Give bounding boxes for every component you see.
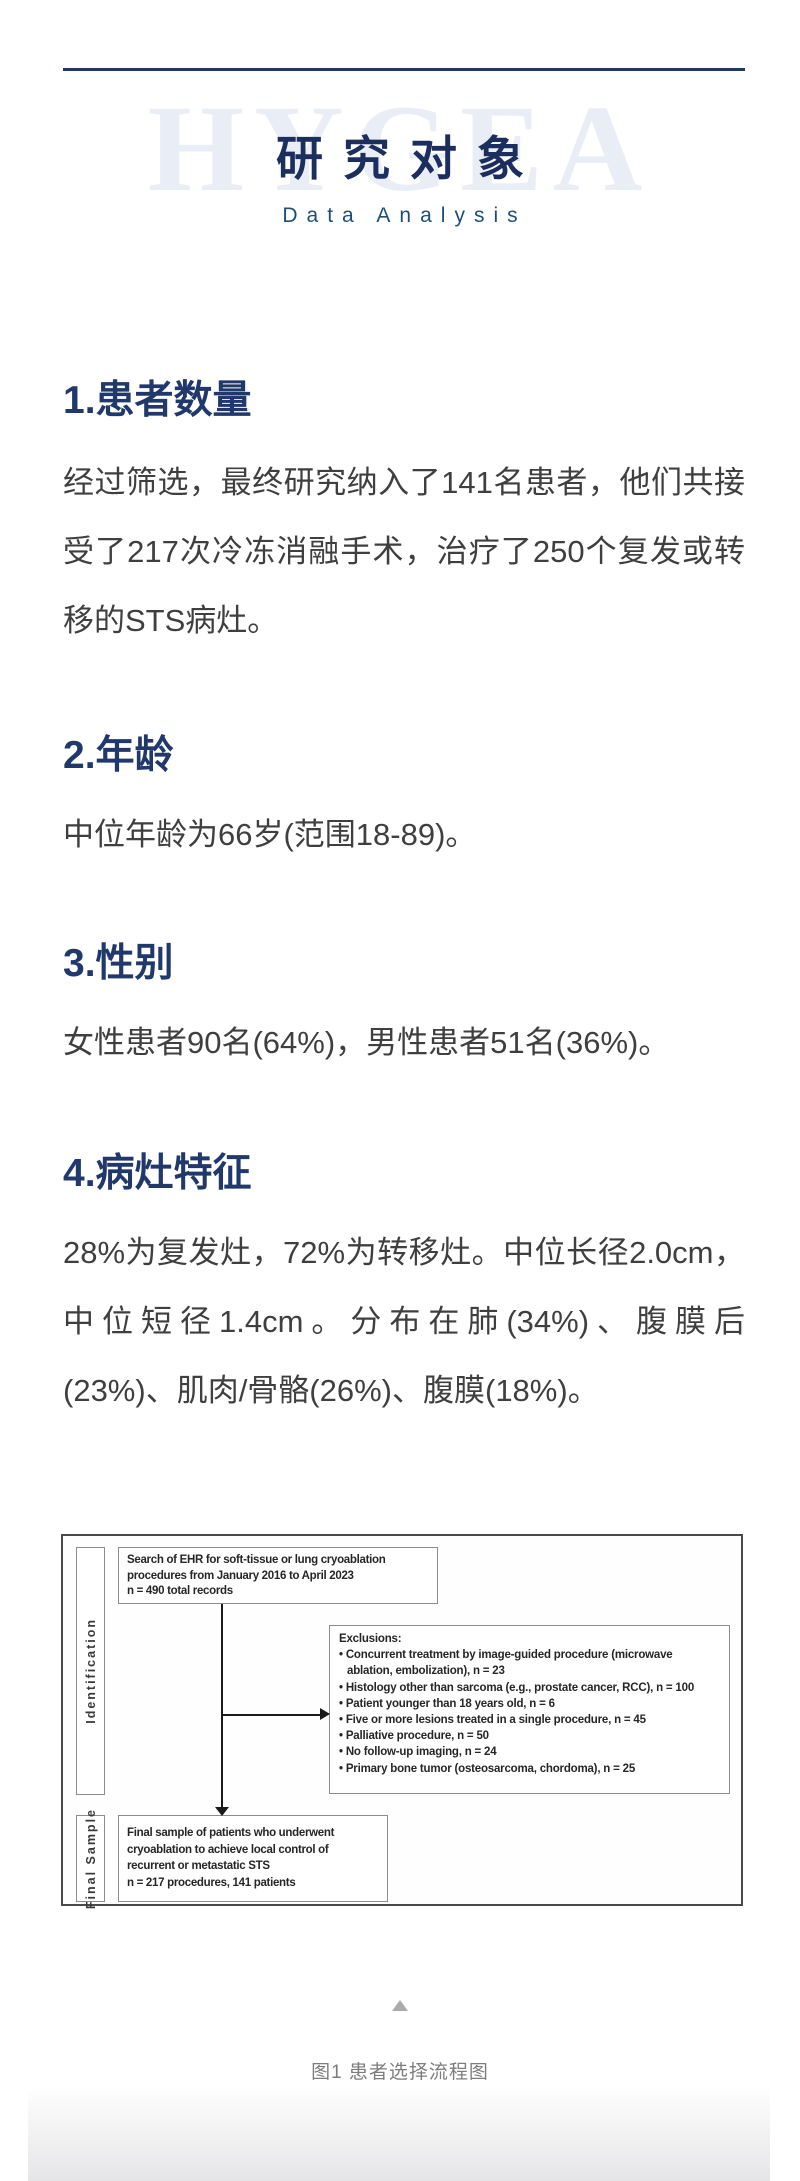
flow-line-horizontal: [221, 1714, 320, 1716]
section-body-age: 中位年龄为66岁(范围18-89)。: [63, 817, 477, 852]
exclusion-item: No follow-up imaging, n = 24: [339, 1744, 720, 1760]
final-box-line: cryoablation to achieve local control of: [127, 1843, 329, 1856]
page-bottom-gradient: [28, 2085, 770, 2181]
exclusion-item: Patient younger than 18 years old, n = 6: [339, 1696, 720, 1712]
flowchart-search-box: Search of EHR for soft-tissue or lung cr…: [118, 1547, 438, 1604]
page-subtitle: Data Analysis: [282, 204, 527, 227]
page-title: 研究对象: [276, 132, 544, 185]
stage-label-final-sample-text: Final Sample: [83, 1807, 98, 1910]
exclusion-item: Primary bone tumor (osteosarcoma, chordo…: [339, 1761, 720, 1777]
exclusion-item: Palliative procedure, n = 50: [339, 1728, 720, 1744]
final-box-line: Final sample of patients who underwent: [127, 1827, 335, 1839]
flowchart-exclusions-box: Exclusions: Concurrent treatment by imag…: [329, 1625, 730, 1794]
figure1-flowchart: Identification Final Sample Search of EH…: [61, 1534, 743, 1909]
stage-label-identification: Identification: [76, 1547, 105, 1795]
final-box-line: recurrent or metastatic STS: [127, 1860, 270, 1872]
flow-line-vertical: [221, 1604, 223, 1809]
section-body-lesion-features: 28%为复发灶，72%为转移灶。中位长径2.0cm，中位短径1.4cm。分布在肺…: [63, 1235, 745, 1408]
section-heading-sex: 3.性别: [63, 942, 174, 985]
flow-arrow-down-icon: [215, 1807, 229, 1816]
figure-caption: 图1 患者选择流程图: [311, 2062, 489, 2083]
exclusion-item: Five or more lesions treated in a single…: [339, 1712, 720, 1728]
exclusions-title: Exclusions:: [339, 1633, 402, 1645]
section-heading-patient-count: 1.患者数量: [63, 379, 252, 422]
exclusion-item: Concurrent treatment by image-guided pro…: [339, 1647, 720, 1679]
section-body-sex: 女性患者90名(64%)，男性患者51名(36%)。: [63, 1025, 670, 1060]
hygea-watermark: HYGEA: [147, 80, 653, 217]
flow-arrow-right-icon: [320, 1708, 330, 1720]
search-box-line: n = 490 total records: [127, 1585, 233, 1597]
stage-label-final-sample: Final Sample: [76, 1808, 105, 1909]
collapse-triangle-icon[interactable]: [392, 2000, 408, 2011]
flowchart-final-sample-box: Final sample of patients who underwent c…: [118, 1815, 388, 1902]
section-body-patient-count: 经过筛选，最终研究纳入了141名患者，他们共接受了217次冷冻消融手术，治疗了2…: [63, 465, 745, 638]
final-box-line: n = 217 procedures, 141 patients: [127, 1876, 296, 1889]
stage-label-identification-text: Identification: [83, 1618, 98, 1724]
header-divider: [63, 68, 745, 71]
search-box-line: Search of EHR for soft-tissue or lung cr…: [127, 1554, 386, 1566]
section-heading-lesion-features: 4.病灶特征: [63, 1152, 252, 1195]
section-heading-age: 2.年龄: [63, 734, 174, 777]
search-box-line: procedures from January 2016 to April 20…: [127, 1569, 354, 1582]
exclusion-item: Histology other than sarcoma (e.g., pros…: [339, 1680, 720, 1696]
